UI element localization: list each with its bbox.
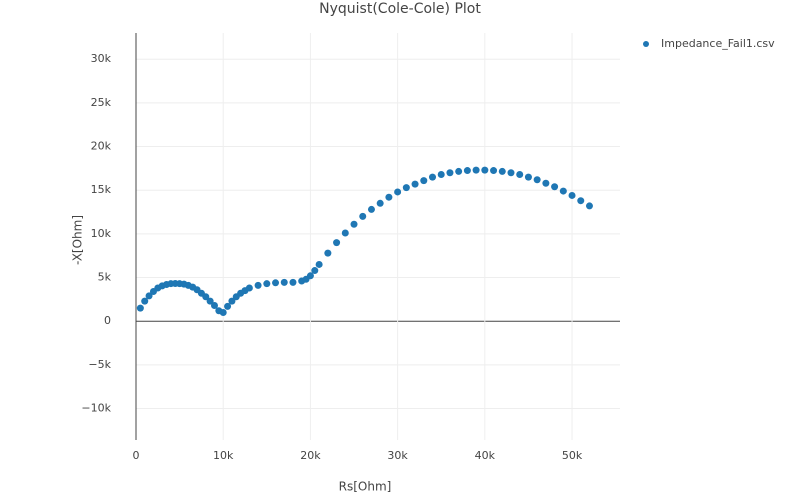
data-point xyxy=(568,191,576,199)
data-point xyxy=(559,187,567,195)
data-point xyxy=(542,179,550,187)
data-point xyxy=(341,229,349,237)
data-point xyxy=(280,278,288,286)
data-point xyxy=(245,284,253,292)
data-point xyxy=(516,170,524,178)
x-axis-title: Rs[Ohm] xyxy=(339,480,392,494)
data-point xyxy=(224,302,232,310)
data-point xyxy=(481,166,489,174)
data-point xyxy=(254,281,262,289)
data-point xyxy=(446,169,454,177)
data-point xyxy=(289,278,297,286)
data-point xyxy=(577,197,585,205)
data-point xyxy=(324,249,332,257)
data-point xyxy=(420,177,428,185)
data-point xyxy=(394,188,402,196)
data-point xyxy=(145,292,153,300)
data-point xyxy=(585,202,593,210)
data-point xyxy=(367,205,375,213)
data-point xyxy=(490,167,498,175)
y-tick-label: 30k xyxy=(91,52,112,65)
x-tick-label: 20k xyxy=(300,449,321,462)
data-point xyxy=(228,297,236,305)
data-point xyxy=(472,166,480,174)
y-tick-label: 25k xyxy=(91,96,112,109)
y-tick-label: 20k xyxy=(91,140,112,153)
data-point xyxy=(411,180,419,188)
y-tick-label: 10k xyxy=(91,227,112,240)
data-point xyxy=(206,297,214,305)
data-point xyxy=(136,304,144,312)
data-point xyxy=(551,183,559,191)
y-tick-label: −5k xyxy=(88,358,111,371)
y-tick-label: 15k xyxy=(91,183,112,196)
x-tick-label: 50k xyxy=(562,449,583,462)
data-point xyxy=(141,297,149,305)
data-point xyxy=(202,293,210,301)
data-point xyxy=(498,167,506,175)
data-point xyxy=(333,239,341,247)
data-point xyxy=(463,167,471,175)
data-point xyxy=(306,272,314,280)
data-point xyxy=(350,220,358,228)
x-tick-label: 10k xyxy=(213,449,234,462)
data-point xyxy=(272,279,280,287)
data-point xyxy=(359,212,367,220)
data-point xyxy=(210,301,218,309)
data-point xyxy=(315,260,323,268)
y-tick-label: −10k xyxy=(81,402,111,415)
legend-marker xyxy=(643,41,649,47)
x-tick-label: 0 xyxy=(133,449,140,462)
y-tick-label: 5k xyxy=(98,271,112,284)
data-point xyxy=(385,193,393,201)
data-point xyxy=(263,280,271,288)
data-point xyxy=(376,199,384,207)
data-point xyxy=(533,176,541,184)
y-tick-label: 0 xyxy=(104,314,111,327)
chart-title: Nyquist(Cole-Cole) Plot xyxy=(319,1,481,17)
y-axis-title: -X[Ohm] xyxy=(71,215,85,265)
data-point xyxy=(437,170,445,178)
data-point xyxy=(429,173,437,181)
x-tick-label: 40k xyxy=(475,449,496,462)
legend-label: Impedance_Fail1.csv xyxy=(661,37,775,50)
data-point xyxy=(219,308,227,316)
data-point xyxy=(524,173,532,181)
data-point xyxy=(311,267,319,275)
x-tick-label: 30k xyxy=(387,449,408,462)
data-point xyxy=(402,184,410,192)
data-point xyxy=(507,169,515,177)
data-point xyxy=(455,167,463,175)
